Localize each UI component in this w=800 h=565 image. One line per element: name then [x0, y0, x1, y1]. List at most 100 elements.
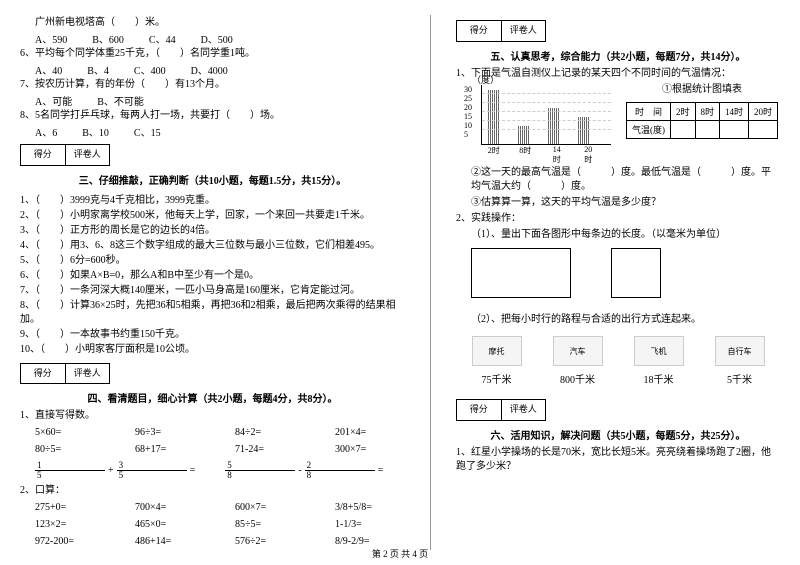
degree-label: （度）	[472, 73, 499, 86]
right-column: 得分 评卷人 五、认真思考，综合能力（共2小题，每题7分，共14分）。 1、下面…	[456, 15, 780, 550]
chart-wrapper: （度） 30 25 20 15 10 5 2时 8时 14时 20时	[456, 82, 611, 165]
grid-line	[482, 129, 611, 130]
opt-b: B、不可能	[97, 93, 144, 108]
x-label: 20时	[582, 145, 596, 165]
opt-b: B、10	[82, 124, 109, 139]
y-label: 20	[464, 103, 472, 112]
bar	[488, 90, 500, 144]
transport-item: 摩托 75千米	[472, 336, 522, 386]
score-label: 得分	[457, 21, 502, 41]
chart-table-side: ①根据统计图填表 时 间 2时 8时 14时 20时 气温(度)	[626, 82, 778, 139]
q7: 7、按农历计算，有的年份（ ）有13个月。	[20, 78, 405, 92]
table-cell	[720, 121, 749, 139]
q8: 8、5名同学打乒乓球，每两人打一场，共要打（ ）场。	[20, 109, 405, 123]
transport-item: 自行车 5千米	[715, 336, 765, 386]
calc-item: 300×7=	[335, 444, 405, 455]
chart-area: （度） 30 25 20 15 10 5 2时 8时 14时 20时 ①根据统计…	[456, 82, 780, 165]
tf-8: 8、（ ）计算36×25时，先把36和5相乘，再把36和2相乘，最后把两次乘得的…	[20, 299, 405, 327]
fraction-expr: 58 - 28 =	[225, 461, 383, 480]
tower-options: A、590 B、600 C、44 D、500	[35, 31, 405, 46]
calc2-title: 2、口算：	[20, 484, 405, 498]
bicycle-icon: 自行车	[715, 336, 765, 366]
chart-title: ①根据统计图填表	[626, 83, 778, 97]
grid-line	[482, 120, 611, 121]
grid-line	[482, 111, 611, 112]
q1-2: ②这一天的最高气温是（ ）度。最低气温是（ ）度。平均气温大约（ ）度。	[471, 166, 780, 194]
calc-item: 3/8+5/8=	[335, 502, 405, 513]
left-column: 广州新电视塔高（ ）米。 A、590 B、600 C、44 D、500 6、平均…	[20, 15, 405, 550]
transport-item: 飞机 18千米	[634, 336, 684, 386]
calc-item: 465×0=	[135, 519, 205, 530]
opt-c: C、44	[149, 31, 176, 46]
table-header: 2时	[671, 103, 696, 121]
y-label: 30	[464, 85, 472, 94]
page-footer: 第 2 页 共 4 页	[0, 547, 800, 560]
grid-line	[482, 102, 611, 103]
opt-a: A、6	[35, 124, 57, 139]
opt-c: C、15	[134, 124, 161, 139]
opt-d: D、4000	[191, 62, 228, 77]
q1-3: ③估算算一算，这天的平均气温是多少度？	[471, 196, 780, 210]
opt-d: D、500	[201, 31, 233, 46]
score-box: 得分 评卷人	[20, 363, 110, 385]
score-label: 得分	[457, 400, 502, 420]
score-box: 得分 评卷人	[456, 20, 546, 42]
tf-4: 4、（ ）用3、6、8这三个数字组成的最大三位数与最小三位数，它们相差495。	[20, 239, 405, 253]
table-header: 14时	[720, 103, 749, 121]
calc-item: 600×7=	[235, 502, 305, 513]
x-label: 8时	[519, 145, 533, 165]
q8-options: A、6 B、10 C、15	[35, 124, 405, 139]
q2: 2、实践操作：	[456, 212, 780, 226]
fraction-expr: 15 + 35 =	[35, 461, 195, 480]
table-cell	[671, 121, 696, 139]
table-header: 20时	[749, 103, 778, 121]
calc-item: 71-24=	[235, 444, 305, 455]
section4-title: 四、看清题目，细心计算（共2小题，每题4分，共8分）。	[20, 390, 405, 405]
table-row-label: 气温(度)	[627, 121, 671, 139]
calc-item: 123×2=	[35, 519, 105, 530]
calc-item: 486+14=	[135, 536, 205, 547]
tf-9: 9、（ ）一本故事书约重150千克。	[20, 328, 405, 342]
opt-b: B、600	[92, 31, 124, 46]
grader-label: 评卷人	[66, 364, 110, 384]
tf-1: 1、（ ）3999克与4千克相比，3999克重。	[20, 194, 405, 208]
calc-item: 201×4=	[335, 427, 405, 438]
rect-boxes	[471, 248, 765, 298]
speed-label: 5千米	[727, 371, 752, 386]
speed-label: 18千米	[644, 371, 674, 386]
opt-b: B、4	[87, 62, 109, 77]
calc-item: 85÷5=	[235, 519, 305, 530]
calc-item: 8/9-2/9=	[335, 536, 405, 547]
rectangle-shape	[471, 248, 571, 298]
table-cell	[749, 121, 778, 139]
x-labels: 2时 8时 14时 20时	[481, 145, 611, 165]
tf-2: 2、（ ）小明家离学校500米，他每天上学，回家，一个来回一共要走1千米。	[20, 209, 405, 223]
tf-3: 3、（ ）正方形的周长是它的边长的4倍。	[20, 224, 405, 238]
calc-row: 972-200= 486+14= 576÷2= 8/9-2/9=	[35, 536, 405, 547]
table-header: 时 间	[627, 103, 671, 121]
calc-item: 972-200=	[35, 536, 105, 547]
calc-row: 275+0= 700×4= 600×7= 3/8+5/8=	[35, 502, 405, 513]
bar	[548, 108, 560, 144]
opt-a: A、590	[35, 31, 67, 46]
section5-title: 五、认真思考，综合能力（共2小题，每题7分，共14分）。	[456, 48, 780, 63]
tf-7: 7、（ ）一条河深大概140厘米，一匹小马身高是160厘米，它肯定能过河。	[20, 284, 405, 298]
grader-label: 评卷人	[502, 21, 546, 41]
calc-item: 96÷3=	[135, 427, 205, 438]
q6-options: A、40 B、4 C、400 D、4000	[35, 62, 405, 77]
x-label: 2时	[487, 145, 501, 165]
airplane-icon: 飞机	[634, 336, 684, 366]
x-label: 14时	[550, 145, 564, 165]
tower-question: 广州新电视塔高（ ）米。	[35, 16, 405, 30]
score-box: 得分 评卷人	[20, 144, 110, 166]
opt-c: C、400	[134, 62, 166, 77]
calc-row: 80÷5= 68+17= 71-24= 300×7=	[35, 444, 405, 455]
calc-item: 576÷2=	[235, 536, 305, 547]
score-label: 得分	[21, 145, 66, 165]
tf-5: 5、（ ）6分=600秒。	[20, 254, 405, 268]
true-false-list: 1、（ ）3999克与4千克相比，3999克重。 2、（ ）小明家离学校500米…	[20, 193, 405, 358]
q6-1: 1、红星小学操场的长是70米，宽比长短5米。亮亮绕着操场跑了2圈，他跑了多少米？	[456, 446, 780, 474]
calc-item: 68+17=	[135, 444, 205, 455]
bar-chart: （度） 30 25 20 15 10 5	[481, 85, 611, 145]
y-label: 10	[464, 121, 472, 130]
